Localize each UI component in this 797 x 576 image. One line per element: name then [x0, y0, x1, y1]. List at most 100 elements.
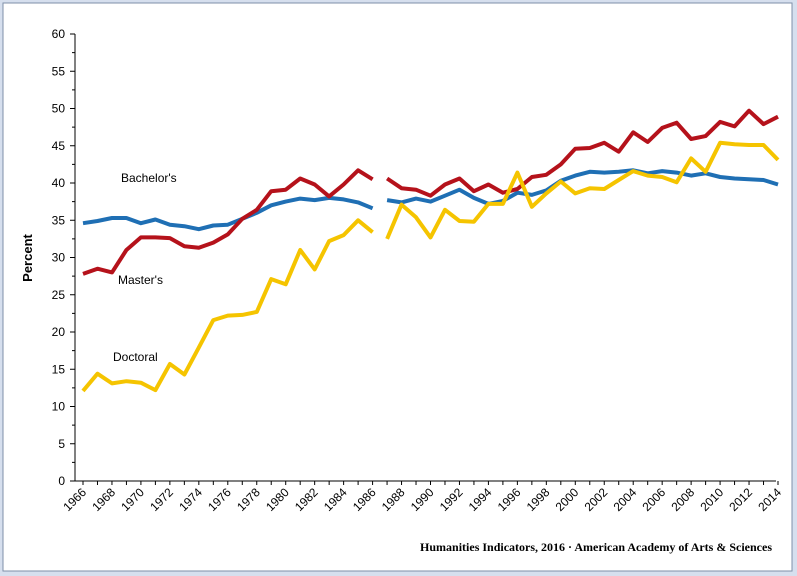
data-point-doctoral	[82, 389, 85, 392]
data-point-doctoral	[588, 187, 591, 190]
y-tick-label: 35	[52, 213, 66, 227]
data-point-doctoral	[690, 157, 693, 160]
data-point-masters	[299, 177, 302, 180]
series-label-doctoral: Doctoral	[113, 350, 158, 364]
series-line-bachelors-segment-1	[82, 195, 374, 232]
data-point-bachelors	[603, 171, 606, 174]
data-point-bachelors	[472, 196, 475, 199]
series-line-masters-segment-1	[82, 168, 374, 276]
data-point-bachelors	[386, 199, 389, 202]
data-point-doctoral	[458, 220, 461, 223]
data-point-doctoral	[111, 382, 114, 385]
data-point-masters	[646, 141, 649, 144]
data-point-bachelors	[284, 200, 287, 203]
data-point-doctoral	[415, 216, 418, 219]
data-point-doctoral	[530, 205, 533, 208]
data-point-doctoral	[125, 380, 128, 383]
data-point-masters	[632, 131, 635, 134]
data-point-masters	[704, 135, 707, 138]
data-point-doctoral	[762, 144, 765, 147]
y-tick-label: 30	[52, 251, 66, 265]
data-point-masters	[429, 194, 432, 197]
series-label-masters: Master's	[118, 273, 163, 287]
series-line-doctoral-segment-2	[385, 140, 780, 240]
data-point-masters	[588, 147, 591, 150]
data-point-bachelors	[777, 183, 780, 186]
data-point-masters	[111, 271, 114, 274]
series-line-doctoral-segment-1	[81, 218, 374, 393]
data-point-masters	[501, 191, 504, 194]
data-point-masters	[328, 195, 331, 198]
data-point-doctoral	[661, 176, 664, 179]
data-point-doctoral	[357, 219, 360, 222]
data-point-masters	[96, 267, 99, 270]
series-line-masters-segment-2	[385, 108, 779, 198]
y-tick-label: 10	[52, 400, 66, 414]
data-point-doctoral	[501, 202, 504, 205]
data-point-doctoral	[400, 203, 403, 206]
y-tick-label: 45	[52, 139, 66, 153]
data-point-doctoral	[777, 158, 780, 161]
data-point-bachelors	[733, 177, 736, 180]
data-point-masters	[458, 177, 461, 180]
data-point-doctoral	[284, 283, 287, 286]
data-point-bachelors	[82, 222, 85, 225]
y-tick-label: 0	[58, 474, 65, 488]
data-point-bachelors	[762, 179, 765, 182]
data-point-bachelors	[675, 171, 678, 174]
data-point-doctoral	[241, 313, 244, 316]
data-point-masters	[762, 123, 765, 126]
data-point-doctoral	[617, 179, 620, 182]
data-point-doctoral	[516, 171, 519, 174]
data-point-bachelors	[313, 199, 316, 202]
data-point-bachelors	[139, 222, 142, 225]
data-point-masters	[371, 178, 374, 181]
data-point-bachelors	[748, 178, 751, 181]
y-tick-label: 25	[52, 288, 66, 302]
data-point-masters	[661, 126, 664, 129]
data-point-doctoral	[299, 249, 302, 252]
data-point-masters	[444, 183, 447, 186]
data-point-bachelors	[415, 197, 418, 200]
data-point-doctoral	[386, 237, 389, 240]
data-point-bachelors	[516, 191, 519, 194]
y-tick-label: 55	[52, 64, 66, 78]
data-point-bachelors	[357, 201, 360, 204]
data-point-bachelors	[226, 223, 229, 226]
data-point-doctoral	[255, 310, 258, 313]
data-point-masters	[472, 190, 475, 193]
data-point-doctoral	[487, 202, 490, 205]
data-point-doctoral	[429, 236, 432, 239]
data-point-masters	[545, 173, 548, 176]
data-point-masters	[183, 245, 186, 248]
data-point-masters	[313, 183, 316, 186]
data-point-doctoral	[168, 363, 171, 366]
y-tick-label: 50	[52, 102, 66, 116]
data-point-masters	[197, 246, 200, 249]
data-point-doctoral	[603, 188, 606, 191]
data-point-masters	[357, 169, 360, 172]
data-point-masters	[82, 272, 85, 275]
data-point-masters	[168, 237, 171, 240]
data-point-masters	[675, 121, 678, 124]
data-point-doctoral	[212, 319, 215, 322]
data-point-masters	[212, 241, 215, 244]
data-point-masters	[777, 115, 780, 118]
data-point-masters	[733, 125, 736, 128]
data-point-masters	[255, 208, 258, 211]
data-point-bachelors	[299, 197, 302, 200]
data-point-bachelors	[429, 200, 432, 203]
data-point-doctoral	[646, 174, 649, 177]
data-point-doctoral	[559, 180, 562, 183]
series-label-bachelors: Bachelor's	[121, 171, 177, 185]
data-point-masters	[690, 138, 693, 141]
data-point-doctoral	[197, 346, 200, 349]
data-point-masters	[487, 183, 490, 186]
data-point-masters	[342, 183, 345, 186]
y-tick-label: 20	[52, 325, 66, 339]
data-point-masters	[386, 177, 389, 180]
series-line-bachelors-segment-2	[386, 168, 779, 206]
y-tick-label: 60	[52, 27, 66, 41]
data-point-masters	[719, 120, 722, 123]
